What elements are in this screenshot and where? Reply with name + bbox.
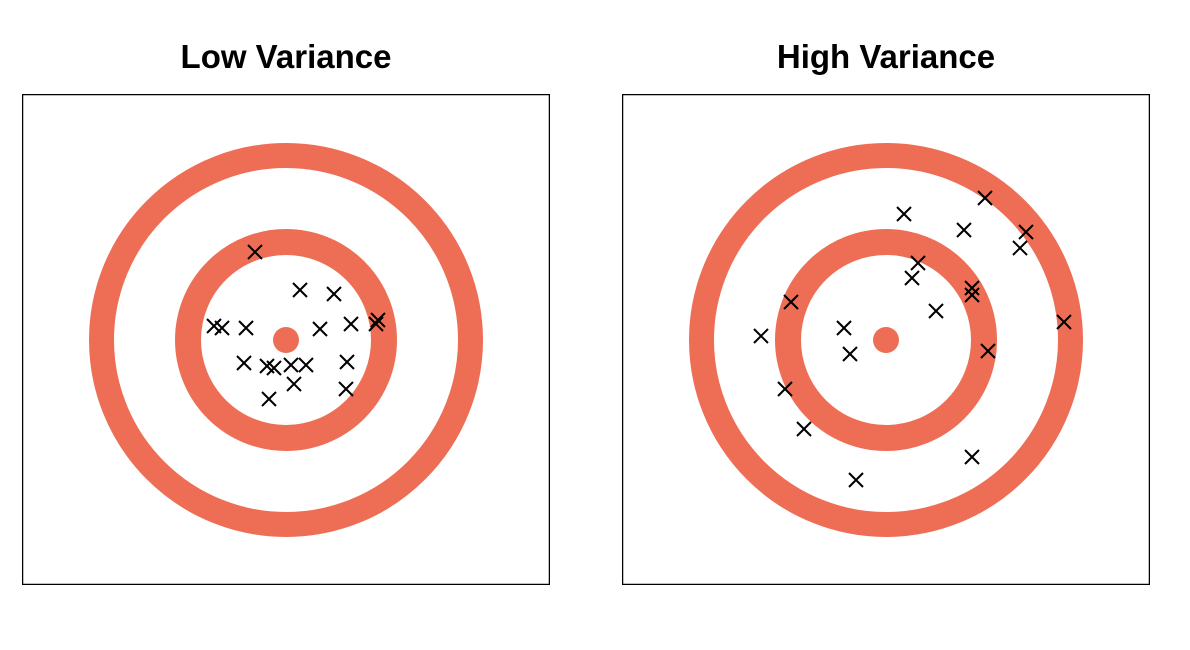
target-outer-ring-right xyxy=(689,143,1083,537)
data-point-x-mark xyxy=(312,321,328,337)
data-point-x-mark xyxy=(326,286,342,302)
target-bullseye-right xyxy=(873,327,899,353)
data-point-x-mark xyxy=(1056,314,1072,330)
data-point-x-mark xyxy=(283,357,299,373)
data-point-x-mark xyxy=(214,320,230,336)
plot-frame-right xyxy=(622,94,1150,585)
data-point-x-mark xyxy=(848,472,864,488)
data-point-x-mark xyxy=(956,222,972,238)
chart-title-left: Low Variance xyxy=(180,38,392,75)
target-chart-left xyxy=(22,94,550,585)
data-point-x-mark xyxy=(836,320,852,336)
data-point-x-mark xyxy=(977,190,993,206)
data-point-x-mark xyxy=(1018,224,1034,240)
data-point-x-mark xyxy=(783,294,799,310)
target-chart-right xyxy=(622,94,1150,585)
data-point-x-mark xyxy=(964,280,980,296)
data-point-x-mark xyxy=(338,381,354,397)
data-point-x-mark xyxy=(261,391,277,407)
chart-title-right: High Variance xyxy=(776,38,996,75)
data-point-x-mark xyxy=(298,357,314,373)
data-point-x-mark xyxy=(842,346,858,362)
data-point-x-mark xyxy=(339,354,355,370)
data-point-x-mark xyxy=(343,316,359,332)
data-point-x-mark xyxy=(1012,240,1028,256)
data-point-x-mark xyxy=(753,328,769,344)
data-point-x-mark xyxy=(796,421,812,437)
data-point-x-mark xyxy=(980,343,996,359)
data-point-x-mark xyxy=(292,282,308,298)
data-point-x-mark xyxy=(964,449,980,465)
target-inner-ring-left xyxy=(175,229,397,451)
data-point-x-mark xyxy=(236,355,252,371)
data-point-x-mark xyxy=(368,316,384,332)
data-point-x-mark xyxy=(928,303,944,319)
data-point-x-mark xyxy=(910,255,926,271)
data-point-x-mark xyxy=(896,206,912,222)
data-point-x-mark xyxy=(904,270,920,286)
data-point-x-mark xyxy=(964,287,980,303)
target-inner-ring-right xyxy=(775,229,997,451)
data-point-x-mark xyxy=(370,312,386,328)
data-point-x-mark xyxy=(247,244,263,260)
data-point-x-mark xyxy=(777,381,793,397)
data-point-x-mark xyxy=(286,376,302,392)
plot-frame-left xyxy=(22,94,550,585)
data-point-x-mark xyxy=(266,360,282,376)
target-bullseye-left xyxy=(273,327,299,353)
target-outer-ring-left xyxy=(89,143,483,537)
data-point-x-mark xyxy=(238,320,254,336)
